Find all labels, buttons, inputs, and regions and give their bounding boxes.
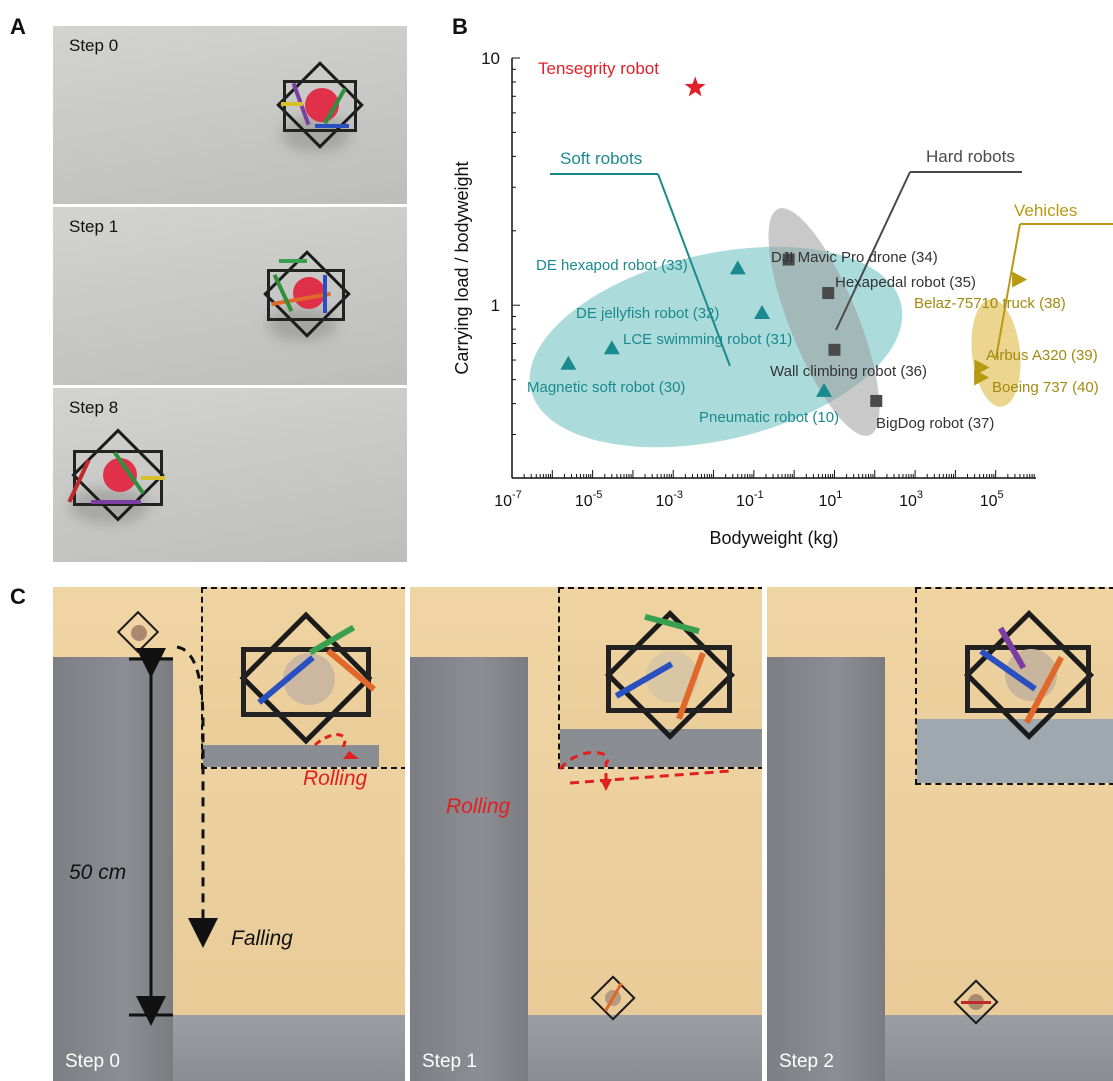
floor xyxy=(528,1015,762,1081)
soft-robots-label: Soft robots xyxy=(560,149,642,168)
tensegrity-robot xyxy=(261,249,353,341)
data-point-marker xyxy=(560,355,577,370)
bodyweight-load-chart: 10-7 10-5 10-3 10-1 101 103 105 1 10 Bodyweight… xyxy=(452,49,1113,548)
y-axis-label: Carrying load / bodyweight xyxy=(452,161,472,374)
rolling-arrowhead xyxy=(343,751,359,759)
point-label-belaz: Belaz-75710 truck (38) xyxy=(914,295,1066,312)
point-label-pneumatic: Pneumatic robot (10) xyxy=(699,409,839,426)
tensegrity-robot-detail xyxy=(594,601,744,751)
data-point-marker xyxy=(822,287,835,300)
drop-photo-step-1: Rolling Step 1 xyxy=(410,587,762,1081)
x-tick-label: 105 xyxy=(980,489,1004,510)
detail-inset xyxy=(558,587,762,769)
step-label: Step 1 xyxy=(422,1051,477,1072)
tensegrity-robot-detail xyxy=(231,607,381,747)
data-point-marker xyxy=(754,304,771,319)
step-label: Step 1 xyxy=(69,217,119,236)
y-tick-label: 10 xyxy=(481,49,500,68)
point-label-tensegrity: Tensegrity robot xyxy=(538,59,659,78)
x-tick-label: 103 xyxy=(899,489,923,510)
data-point-marker xyxy=(828,343,841,356)
robot-shadow xyxy=(281,116,351,152)
tensegrity-robot xyxy=(67,428,171,524)
rolling-arrow xyxy=(558,751,610,783)
rolling-annotation: Rolling xyxy=(446,795,511,818)
floor xyxy=(885,1015,1113,1081)
falling-annotation: Falling xyxy=(231,927,293,950)
data-point-marker xyxy=(974,359,990,376)
height-annotation: 50 cm xyxy=(69,861,127,884)
x-tick-label: 10-3 xyxy=(655,489,683,510)
photo-step-1: Step 1 xyxy=(53,207,407,385)
y-tick-label: 1 xyxy=(491,296,500,315)
robot-shadow xyxy=(69,488,149,524)
data-point-marker xyxy=(684,76,706,97)
ledge-wall xyxy=(767,657,885,1081)
roll-arrows xyxy=(558,751,731,791)
photo-step-0: Step 0 xyxy=(53,26,407,204)
ground-contact-line xyxy=(569,769,731,785)
tensegrity-robot-small xyxy=(116,610,161,655)
x-tick-label: 10-5 xyxy=(575,489,603,510)
point-label-bigdog: BigDog robot (37) xyxy=(876,415,994,432)
soft-robots-callout xyxy=(657,173,731,367)
step-label: Step 0 xyxy=(65,1051,120,1072)
point-label-airbus: Airbus A320 (39) xyxy=(986,347,1098,364)
step-label: Step 0 xyxy=(69,36,119,55)
vehicles-label: Vehicles xyxy=(1014,201,1077,220)
vehicles-callout xyxy=(995,223,1021,359)
point-label-magnetic: Magnetic soft robot (30) xyxy=(527,379,685,396)
data-point-marker xyxy=(870,394,883,407)
panel-label-c: C xyxy=(10,584,26,609)
data-point-marker xyxy=(782,253,795,266)
tensegrity-robot xyxy=(275,61,365,150)
detail-inset xyxy=(201,587,405,769)
point-label-lce: LCE swimming robot (31) xyxy=(623,331,792,348)
falling-trajectory xyxy=(176,645,218,948)
hard-robots-region xyxy=(768,208,880,436)
detail-inset xyxy=(915,587,1113,785)
tensegrity-robot-small xyxy=(953,979,999,1025)
x-tick-label: 10-1 xyxy=(736,489,764,510)
rolling-annotation: Rolling xyxy=(303,767,368,790)
drop-photo-step-2: Step 2 xyxy=(767,587,1113,1081)
point-label-hexapedal: Hexapedal robot (35) xyxy=(835,274,976,291)
fall-arrows xyxy=(129,645,359,1026)
step-label: Step 8 xyxy=(69,398,119,417)
x-tick-label: 101 xyxy=(819,489,843,510)
panel-label-a: A xyxy=(10,14,26,39)
step-label: Step 2 xyxy=(779,1051,834,1072)
data-point-marker xyxy=(603,340,620,355)
data-point-marker xyxy=(1012,271,1028,288)
point-label-hexapod: DE hexapod robot (33) xyxy=(536,257,688,274)
x-axis-label: Bodyweight (kg) xyxy=(709,528,838,548)
floor xyxy=(173,1015,405,1081)
data-point-marker xyxy=(729,260,746,275)
drop-photo-step-0: Rolling 50 cm Falling Step 0 xyxy=(53,587,405,1081)
tensegrity-robot-detail xyxy=(953,601,1103,751)
ledge-wall xyxy=(410,657,528,1081)
data-point-marker xyxy=(815,382,832,397)
panel-label-b: B xyxy=(452,14,468,39)
photo-step-8: Step 8 xyxy=(53,388,407,562)
point-label-boeing: Boeing 737 (40) xyxy=(992,379,1099,396)
rolling-arrow xyxy=(314,733,347,748)
point-label-dji: DJI Mavic Pro drone (34) xyxy=(771,249,938,266)
x-tick-label: 10-7 xyxy=(494,489,522,510)
point-label-jellyfish: DE jellyfish robot (32) xyxy=(576,305,719,322)
hard-robots-label: Hard robots xyxy=(926,147,1015,166)
point-label-wall-climbing: Wall climbing robot (36) xyxy=(770,363,927,380)
tensegrity-robot-small xyxy=(590,975,636,1021)
data-point-marker xyxy=(974,369,990,386)
hard-robots-callout xyxy=(835,171,911,331)
